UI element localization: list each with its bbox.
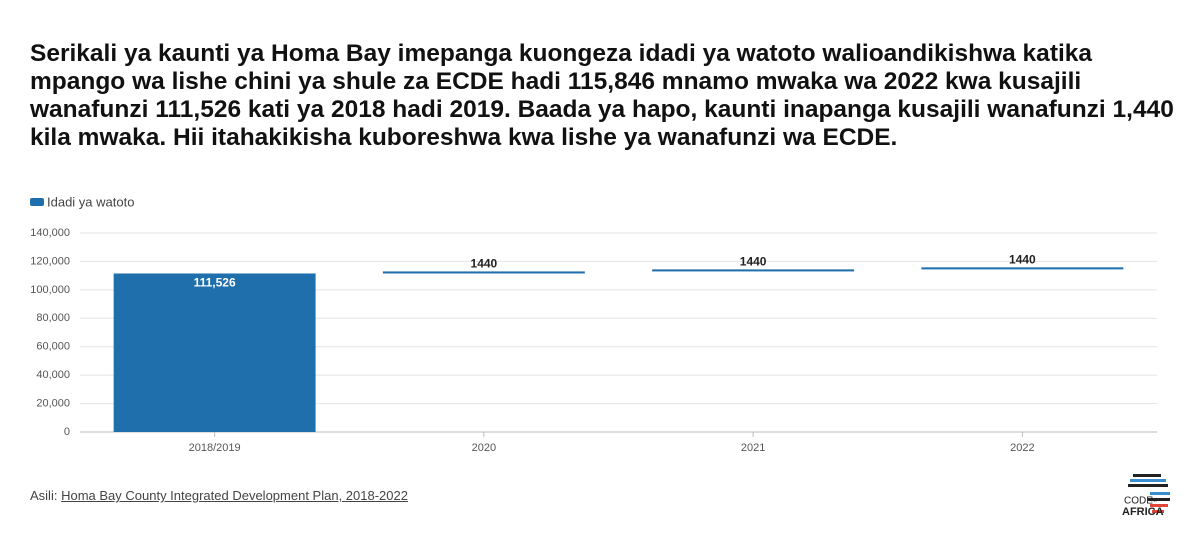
y-tick-label: 20,000 xyxy=(36,397,70,409)
logo-stripe xyxy=(1128,484,1168,487)
logo-text: AFRICA xyxy=(1122,506,1164,518)
x-tick-label: 2021 xyxy=(741,442,765,454)
logo: CODE for AFRICA xyxy=(1122,474,1170,518)
bar xyxy=(921,267,1124,270)
logo-stripe xyxy=(1150,504,1168,507)
x-tick-label: 2022 xyxy=(1010,442,1034,454)
source-prefix: Asili: xyxy=(30,488,58,503)
data-label: 1440 xyxy=(471,257,498,271)
data-label: 1440 xyxy=(740,255,767,269)
y-tick-label: 140,000 xyxy=(30,227,70,239)
x-tick-label: 2018/2019 xyxy=(189,442,241,454)
x-tick-label: 2020 xyxy=(472,442,496,454)
logo-stripe xyxy=(1130,479,1166,482)
y-tick-label: 60,000 xyxy=(36,341,70,353)
logo-text: for xyxy=(1151,498,1158,504)
y-tick-label: 120,000 xyxy=(30,255,70,267)
logo-stripe xyxy=(1152,510,1164,513)
legend-swatch xyxy=(30,198,44,206)
logo-stripe xyxy=(1150,492,1170,495)
y-tick-label: 0 xyxy=(64,426,70,438)
y-tick-label: 100,000 xyxy=(30,284,70,296)
data-label: 111,526 xyxy=(194,276,236,290)
bar xyxy=(113,273,316,432)
source-link[interactable]: Homa Bay County Integrated Development P… xyxy=(61,488,408,503)
data-label: 1440 xyxy=(1009,253,1036,267)
source: Asili: Homa Bay County Integrated Develo… xyxy=(30,488,408,503)
y-tick-label: 80,000 xyxy=(36,312,70,324)
logo-stripe xyxy=(1148,498,1170,501)
logo-text: CODE xyxy=(1124,496,1153,507)
y-tick-label: 40,000 xyxy=(36,369,70,381)
logo-stripe xyxy=(1133,474,1161,477)
chart-title: Serikali ya kaunti ya Homa Bay imepanga … xyxy=(30,40,1174,151)
bar xyxy=(652,269,855,272)
legend-label: Idadi ya watoto xyxy=(47,194,134,209)
bar xyxy=(382,271,585,274)
